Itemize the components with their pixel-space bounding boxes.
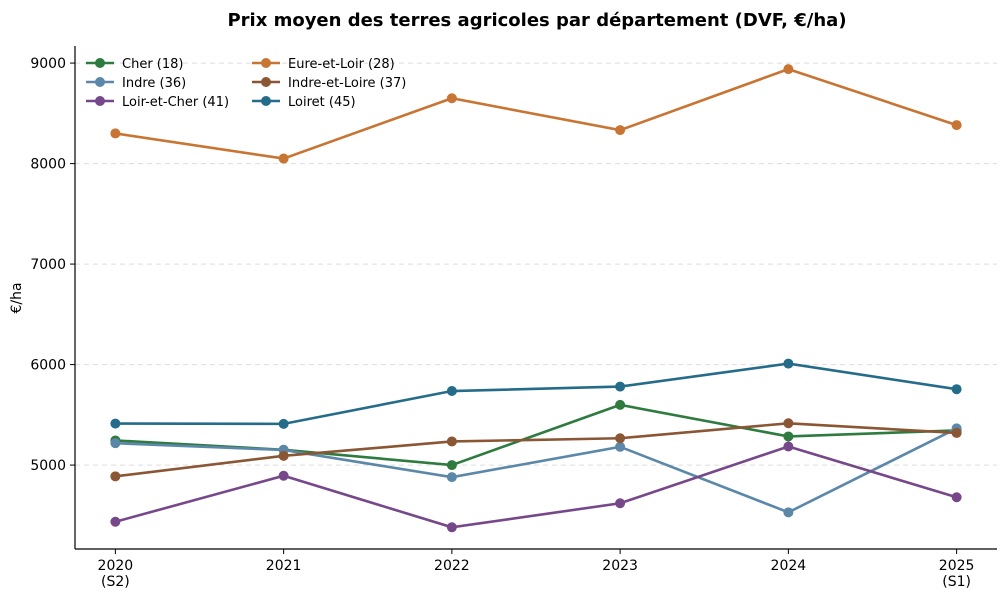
y-tick-label: 5000 — [30, 458, 66, 474]
legend-item: Indre-et-Loire (37) — [252, 76, 406, 91]
legend-label: Cher (18) — [122, 57, 183, 72]
x-tick-label: 2023 — [602, 558, 638, 574]
x-tick-label: 2020 (S2) — [98, 558, 134, 590]
series-line — [115, 362, 957, 426]
legend-marker — [95, 96, 105, 106]
x-tick-label: 2025 (S1) — [939, 558, 975, 590]
legend-label: Eure-et-Loir (28) — [288, 57, 395, 72]
series-line — [115, 403, 957, 467]
data-point — [278, 418, 289, 429]
y-tick-label: 6000 — [30, 358, 66, 374]
data-point — [615, 381, 626, 392]
data-point — [783, 418, 794, 429]
data-point — [951, 492, 962, 503]
legend-item: Indre (36) — [86, 76, 186, 91]
series-3 — [110, 418, 962, 482]
data-point — [110, 438, 121, 449]
data-point — [446, 460, 457, 471]
data-point — [446, 472, 457, 483]
series-5 — [110, 358, 962, 429]
series-line — [115, 67, 958, 160]
chart-title: Prix moyen des terres agricoles par dépa… — [227, 10, 846, 31]
data-point — [446, 522, 457, 533]
data-point — [783, 507, 794, 518]
legend-marker — [261, 96, 271, 106]
data-point — [110, 471, 121, 482]
y-tick-label: 8000 — [30, 157, 66, 173]
legend-marker — [95, 77, 105, 87]
legend-marker — [261, 58, 271, 68]
x-tick-label: 2024 — [771, 558, 807, 574]
grid — [75, 62, 997, 466]
data-point — [615, 498, 626, 509]
legend-label: Loiret (45) — [288, 95, 356, 110]
series-4 — [110, 441, 962, 533]
series-line — [115, 421, 957, 478]
series-2 — [110, 423, 962, 518]
data-point — [278, 450, 289, 461]
data-point — [446, 436, 457, 447]
data-point — [783, 64, 794, 75]
data-point — [446, 93, 457, 104]
y-axis-label: €/ha — [9, 282, 25, 313]
data-point — [951, 120, 962, 131]
data-point — [110, 128, 121, 139]
legend-marker — [95, 58, 105, 68]
legend-item: Loiret (45) — [252, 95, 356, 110]
data-point — [951, 384, 962, 395]
legend: Cher (18) Eure-et-Loir (28) Indre (36) Indr… — [86, 57, 406, 110]
legend-label: Indre (36) — [122, 76, 186, 91]
series-1 — [110, 64, 962, 164]
data-point — [110, 418, 121, 429]
legend-marker — [261, 77, 271, 87]
data-point — [783, 441, 794, 452]
y-tick-label: 9000 — [30, 56, 66, 72]
data-point — [278, 470, 289, 481]
data-point — [951, 427, 962, 438]
x-tick-label: 2021 — [266, 558, 302, 574]
data-point — [615, 399, 626, 410]
legend-label: Loir-et-Cher (41) — [122, 95, 229, 110]
data-point — [615, 125, 626, 136]
legend-item: Cher (18) — [86, 57, 183, 72]
axes: 5000 6000 7000 8000 9000 2020 (S2) 2021 2022 2023… — [30, 46, 997, 590]
data-point — [110, 516, 121, 527]
data-point — [615, 433, 626, 444]
data-point — [615, 441, 626, 452]
data-point — [783, 431, 794, 442]
legend-label: Indre-et-Loire (37) — [288, 76, 406, 91]
series-group — [110, 64, 962, 533]
x-tick-label: 2022 — [434, 558, 470, 574]
data-point — [783, 358, 794, 369]
legend-item: Eure-et-Loir (28) — [252, 57, 395, 72]
legend-item: Loir-et-Cher (41) — [86, 95, 229, 110]
y-tick-label: 7000 — [30, 257, 66, 273]
series-line — [115, 427, 958, 514]
series-line — [115, 445, 957, 529]
data-point — [278, 153, 289, 164]
data-point — [446, 386, 457, 397]
